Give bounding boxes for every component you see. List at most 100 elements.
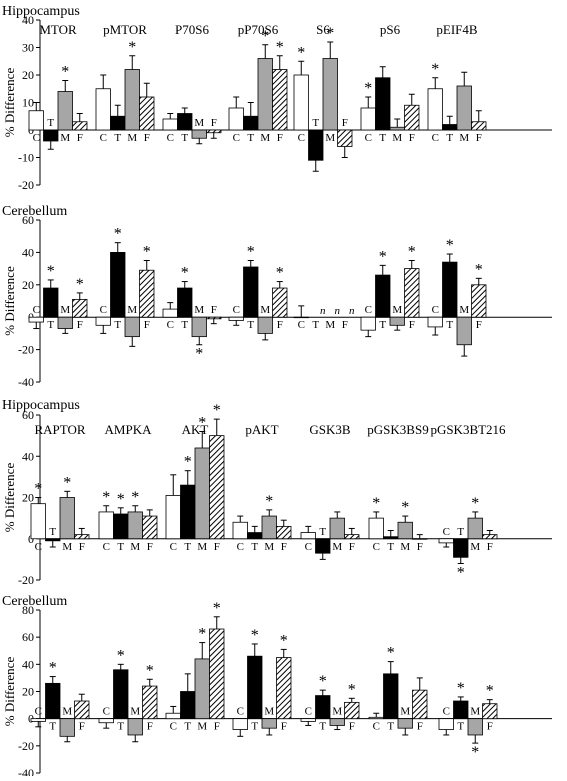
significance-star: * (146, 662, 154, 679)
bar-letter: M (130, 541, 140, 553)
bar-t (315, 538, 331, 554)
significance-star: * (471, 744, 479, 761)
bar-letter: F (349, 541, 355, 553)
panel-1-ytick-label: 60 (22, 213, 34, 227)
panel-0-ytick-label: -20 (18, 178, 34, 192)
bar-t (177, 287, 193, 318)
bar-m (124, 69, 140, 131)
significance-star: * (61, 64, 69, 81)
bar-letter: F (487, 721, 493, 733)
bar-f (412, 538, 428, 540)
panel-0-ytick-label: 20 (22, 68, 34, 82)
bar-control (162, 118, 178, 131)
significance-star: * (280, 632, 288, 649)
significance-star: * (379, 248, 387, 265)
bar-letter: F (211, 117, 217, 129)
bar-letter: F (342, 319, 348, 331)
panel-1-ytick-label: -40 (18, 375, 34, 389)
bar-letter: T (114, 319, 121, 331)
panel-2-ytick-label: -20 (18, 573, 34, 587)
bar-control (228, 316, 244, 321)
panel-1-ytick-label: 40 (22, 245, 34, 259)
panel-0-group-label: pEIF4B (436, 22, 478, 37)
bar-m (57, 316, 73, 329)
significance-star: * (446, 237, 454, 254)
bar-t (180, 484, 196, 540)
significance-star: * (265, 493, 273, 510)
bar-letter: C (365, 132, 372, 144)
bar-letter: T (457, 526, 464, 538)
significance-star: * (181, 265, 189, 282)
bar-letter: M (470, 541, 480, 553)
bar-letter: F (79, 541, 85, 553)
bar-t (375, 274, 391, 318)
bar-control (300, 532, 316, 540)
bar-t (113, 513, 129, 540)
significance-star: * (319, 673, 327, 690)
significance-star: * (49, 660, 57, 677)
bar-letter: T (181, 132, 188, 144)
bar-t (315, 695, 331, 720)
bar-letter: C (298, 319, 305, 331)
bar-letter: F (349, 721, 355, 733)
bar-t (43, 129, 59, 142)
panel-3-ytick-label: -40 (18, 766, 34, 776)
bar-control (228, 107, 244, 131)
bar-control (438, 718, 454, 730)
panel-3-title: Cerebellum (2, 594, 67, 609)
bar-t (180, 691, 196, 720)
panel-1-ylabel: % Difference (2, 266, 17, 336)
panel-2-ylabel: % Difference (2, 463, 17, 533)
na-mark: n (335, 305, 341, 317)
bar-m (329, 517, 345, 540)
panel-2-ytick-label: 40 (22, 449, 34, 463)
panel-2-group-label: pAKT (245, 422, 278, 437)
significance-star: * (251, 627, 259, 644)
bar-letter: T (49, 721, 56, 733)
bar-letter: T (47, 117, 54, 129)
bar-letter: C (233, 132, 240, 144)
bar-letter: F (342, 117, 348, 129)
bar-t (45, 682, 61, 720)
panel-0-ytick-label: 10 (22, 96, 34, 110)
panel-0-ytick-label: -10 (18, 151, 34, 165)
bar-letter: M (62, 541, 72, 553)
bar-f (74, 700, 90, 720)
bar-letter: M (392, 304, 402, 316)
panel-1-title: Cerebellum (2, 204, 67, 219)
panel-0-group-label: pMTOR (103, 22, 147, 37)
significance-star: * (198, 626, 206, 643)
bar-letter: F (77, 132, 83, 144)
significance-star: * (198, 415, 206, 432)
bar-t (110, 115, 126, 131)
panel-3-ytick-label: -20 (18, 739, 34, 753)
bar-letter: M (127, 304, 137, 316)
bar-letter: M (194, 304, 204, 316)
significance-star: * (117, 647, 125, 664)
bar-letter: F (144, 132, 150, 144)
bar-f (72, 298, 88, 318)
na-mark: n (349, 305, 355, 317)
bar-m (124, 316, 140, 338)
bar-control (95, 88, 111, 131)
bar-letter: T (379, 319, 386, 331)
bar-letter: T (446, 319, 453, 331)
bar-letter: C (35, 541, 42, 553)
bar-letter: T (319, 526, 326, 538)
panel-3-ytick-label: 80 (22, 603, 34, 617)
bar-letter: F (211, 304, 217, 316)
bar-f (276, 657, 292, 720)
bar-letter: F (476, 319, 482, 331)
significance-star: * (213, 600, 221, 617)
bar-control (165, 495, 181, 540)
bar-letter: M (60, 132, 70, 144)
significance-star: * (128, 39, 136, 56)
bar-letter: F (281, 541, 287, 553)
panel-0-group-label: P70S6 (175, 22, 209, 37)
bar-letter: C (305, 541, 312, 553)
bar-control (427, 316, 443, 328)
panel-3-ylabel: % Difference (2, 657, 17, 727)
bar-letter: M (459, 304, 469, 316)
bar-control (427, 88, 443, 131)
significance-star: * (63, 474, 71, 491)
